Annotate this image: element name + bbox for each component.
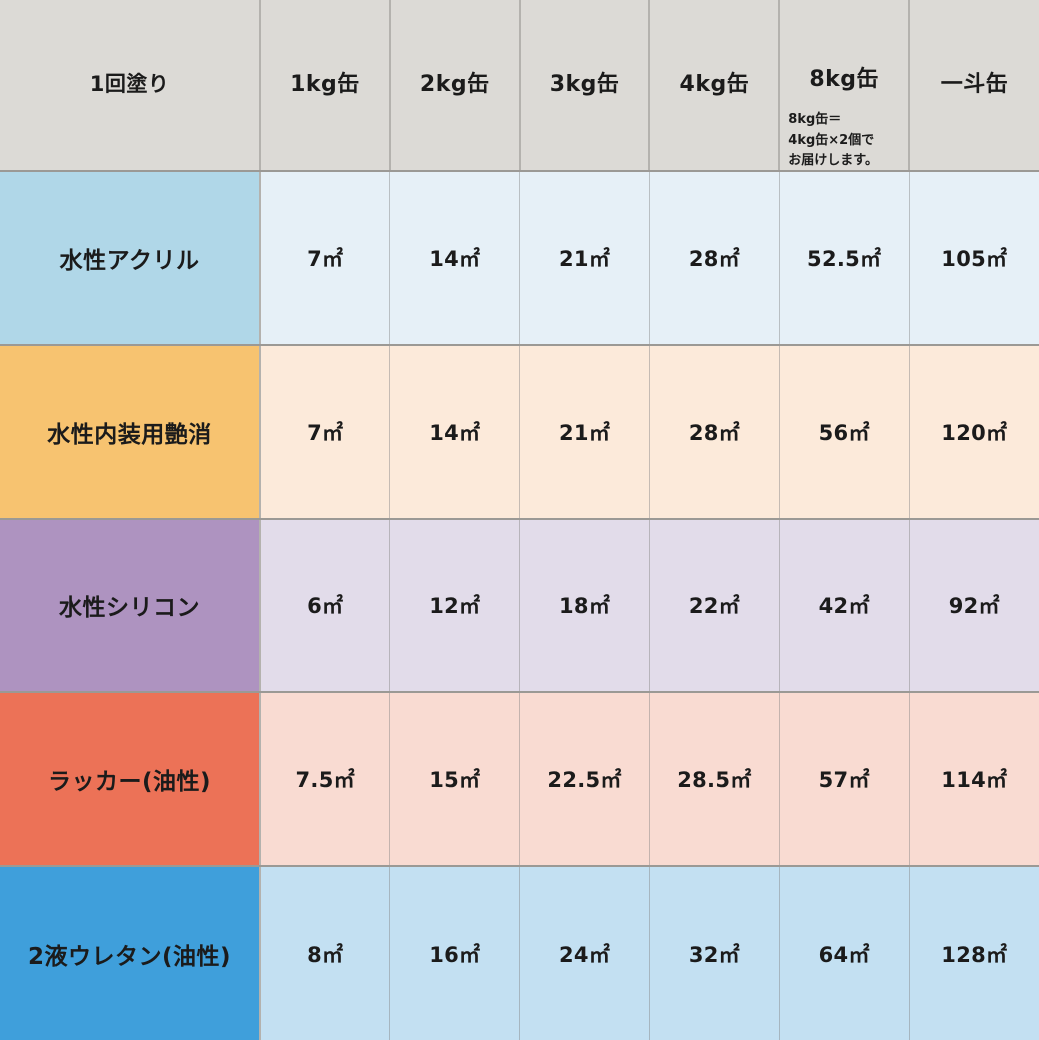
data-cell: 28㎡	[649, 171, 780, 346]
data-cell: 32㎡	[649, 866, 780, 1040]
row-label-cell: 水性シリコン	[0, 518, 262, 694]
column-header-label: 2kg缶	[419, 71, 490, 97]
column-header-3kg: 3kg缶	[519, 0, 651, 172]
data-cell: 7㎡	[260, 344, 391, 520]
column-header-label: 1kg缶	[290, 71, 360, 97]
data-cell: 8㎡	[260, 866, 391, 1040]
data-cell: 12㎡	[389, 518, 521, 694]
data-cell: 15㎡	[389, 692, 521, 868]
table-row: 水性内装用艶消 7㎡ 14㎡ 21㎡ 28㎡ 56㎡ 120㎡	[0, 344, 1039, 520]
corner-header-label: 1回塗り	[89, 72, 170, 97]
column-header-note: 8kg缶＝ 4kg缶×2個で お届けします。	[788, 112, 878, 169]
header-row: 1回塗り 1kg缶 2kg缶 3kg缶 4kg缶	[0, 0, 1039, 172]
row-label-cell: ラッカー(油性)	[0, 692, 262, 868]
data-cell: 24㎡	[519, 866, 650, 1040]
row-label-cell: 水性内装用艶消	[0, 344, 262, 520]
column-header-4kg: 4kg缶	[649, 0, 781, 172]
data-cell: 114㎡	[909, 692, 1039, 868]
data-cell: 7.5㎡	[260, 692, 391, 868]
table-header: 1回塗り 1kg缶 2kg缶 3kg缶 4kg缶	[0, 0, 1039, 172]
data-cell: 18㎡	[519, 518, 650, 694]
column-header-label: 一斗缶	[940, 71, 1009, 97]
column-header-2kg: 2kg缶	[389, 0, 521, 172]
column-header-itto: 一斗缶	[909, 0, 1039, 172]
data-cell: 120㎡	[909, 344, 1039, 520]
data-cell: 21㎡	[519, 344, 650, 520]
data-cell: 57㎡	[779, 692, 910, 868]
table-row: 水性シリコン 6㎡ 12㎡ 18㎡ 22㎡ 42㎡ 92㎡	[0, 518, 1039, 694]
table-body: 水性アクリル 7㎡ 14㎡ 21㎡ 28㎡ 52.5㎡ 105㎡ 水性内装用艶消 7㎡ 14㎡ 21…	[0, 171, 1039, 1040]
column-header-1kg: 1kg缶	[260, 0, 391, 172]
column-header-label: 3kg缶	[549, 71, 620, 97]
data-cell: 7㎡	[260, 171, 391, 346]
data-cell: 21㎡	[519, 171, 650, 346]
data-cell: 42㎡	[779, 518, 910, 694]
column-header-label: 4kg缶	[679, 71, 750, 97]
data-cell: 6㎡	[260, 518, 391, 694]
row-label-cell: 2液ウレタン(油性)	[0, 866, 262, 1040]
data-cell: 64㎡	[779, 866, 910, 1040]
data-cell: 14㎡	[389, 171, 521, 346]
data-cell: 14㎡	[389, 344, 521, 520]
data-cell: 22.5㎡	[519, 692, 650, 868]
data-cell: 128㎡	[909, 866, 1039, 1040]
table-row: 水性アクリル 7㎡ 14㎡ 21㎡ 28㎡ 52.5㎡ 105㎡	[0, 171, 1039, 346]
table-row: 2液ウレタン(油性) 8㎡ 16㎡ 24㎡ 32㎡ 64㎡ 128㎡	[0, 866, 1039, 1040]
data-cell: 22㎡	[649, 518, 780, 694]
data-cell: 28㎡	[649, 344, 780, 520]
data-cell: 56㎡	[779, 344, 910, 520]
column-header-note-wrapper: 8kg缶＝ 4kg缶×2個で お届けします。	[788, 108, 904, 170]
data-cell: 92㎡	[909, 518, 1039, 694]
data-cell: 105㎡	[909, 171, 1039, 346]
column-header-label: 8kg缶	[809, 67, 880, 92]
data-cell: 52.5㎡	[779, 171, 910, 346]
data-cell: 16㎡	[389, 866, 521, 1040]
column-header-8kg: 8kg缶 8kg缶＝ 4kg缶×2個で お届けします。	[779, 0, 911, 172]
table-row: ラッカー(油性) 7.5㎡ 15㎡ 22.5㎡ 28.5㎡ 57㎡ 114㎡	[0, 692, 1039, 868]
row-label-cell: 水性アクリル	[0, 171, 262, 346]
corner-header-cell: 1回塗り	[0, 0, 262, 172]
data-cell: 28.5㎡	[649, 692, 780, 868]
